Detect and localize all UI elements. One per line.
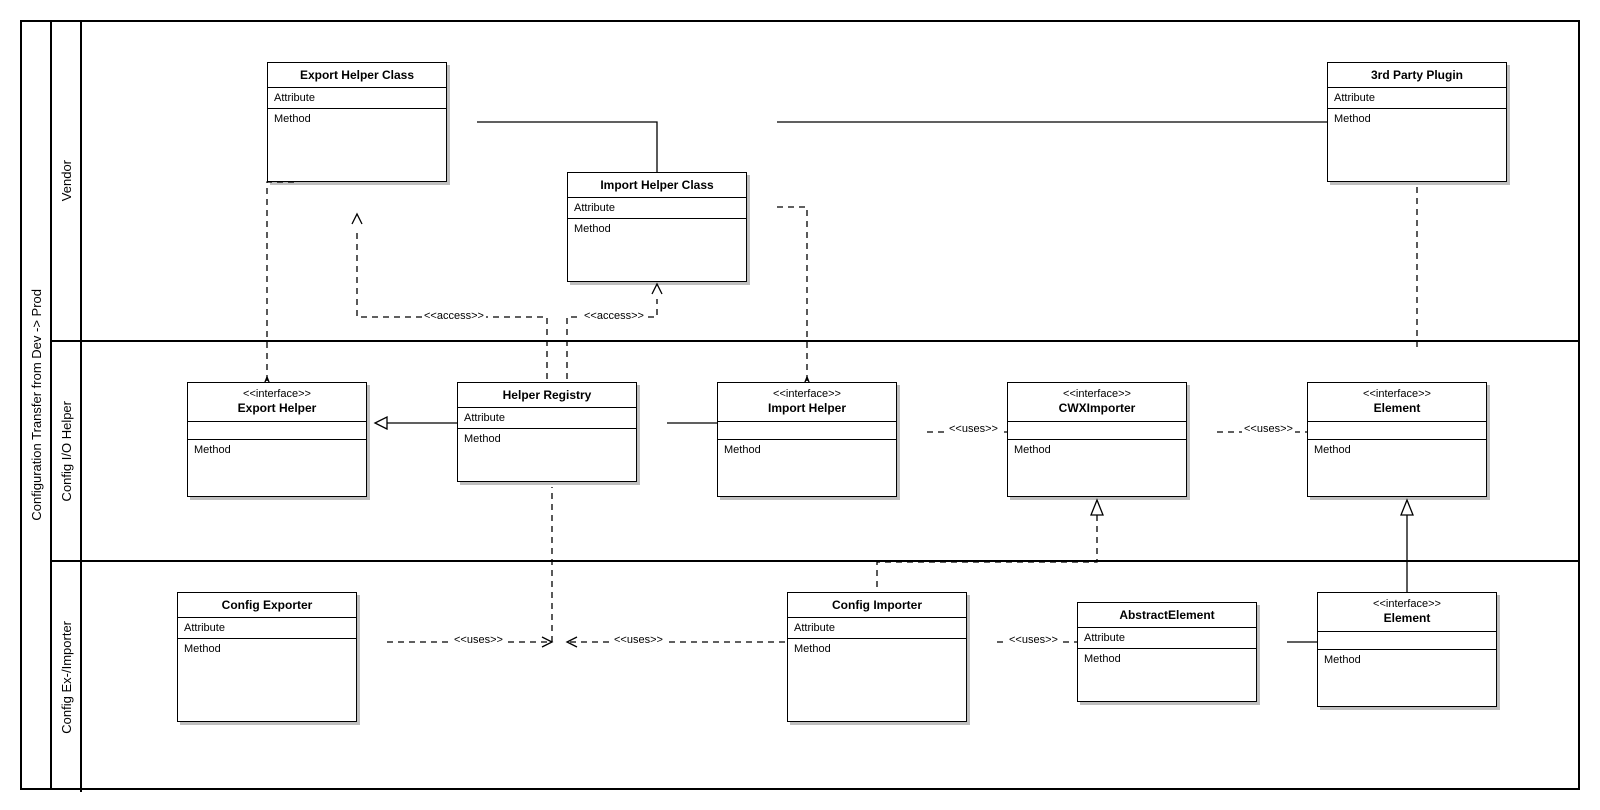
class-stereotype: <<interface>> (1014, 388, 1180, 401)
class-title: Config Exporter (178, 593, 356, 618)
lane-label-helper: Config I/O Helper (52, 342, 82, 560)
uml-diagram: Configuration Transfer from Dev -> Prod … (20, 20, 1580, 790)
edge-label: <<uses>> (452, 634, 505, 646)
class-method: Method (1078, 649, 1256, 677)
edge-label: <<uses>> (947, 423, 1000, 435)
class-title: Helper Registry (458, 383, 636, 408)
class-third_party_plugin: 3rd Party Plugin AttributeMethod (1327, 62, 1507, 182)
class-abstract_element: AbstractElement AttributeMethod (1077, 602, 1257, 702)
class-stereotype: <<interface>> (1324, 598, 1490, 611)
class-name: 3rd Party Plugin (1334, 68, 1500, 82)
class-attribute: Attribute (268, 88, 446, 109)
class-attribute: Attribute (1328, 88, 1506, 109)
class-attribute: Attribute (1078, 628, 1256, 649)
class-method: Method (1328, 109, 1506, 137)
class-title: <<interface>>CWXImporter (1008, 383, 1186, 422)
class-name: Element (1324, 611, 1490, 625)
class-attribute (188, 422, 366, 440)
class-title: <<interface>>Export Helper (188, 383, 366, 422)
diagram-title: Configuration Transfer from Dev -> Prod (29, 289, 44, 521)
class-method: Method (458, 429, 636, 457)
class-method: Method (1008, 440, 1186, 468)
edge-label: <<uses>> (612, 634, 665, 646)
class-import_helper: <<interface>>Import Helper Method (717, 382, 897, 497)
class-attribute (718, 422, 896, 440)
class-title: AbstractElement (1078, 603, 1256, 628)
class-name: AbstractElement (1084, 608, 1250, 622)
class-name: CWXImporter (1014, 401, 1180, 415)
class-attribute (1008, 422, 1186, 440)
class-config_importer: Config Importer AttributeMethod (787, 592, 967, 722)
lane-label-importer: Config Ex-/Importer (52, 562, 82, 792)
class-attribute: Attribute (178, 618, 356, 639)
class-stereotype: <<interface>> (194, 388, 360, 401)
lane-label-vendor: Vendor (52, 22, 82, 340)
class-title: Import Helper Class (568, 173, 746, 198)
class-name: Export Helper (194, 401, 360, 415)
class-title: <<interface>>Import Helper (718, 383, 896, 422)
edge-label: <<uses>> (1007, 634, 1060, 646)
class-name: Import Helper (724, 401, 890, 415)
class-name: Config Importer (794, 598, 960, 612)
class-attribute: Attribute (568, 198, 746, 219)
class-stereotype: <<interface>> (724, 388, 890, 401)
class-export_helper: <<interface>>Export Helper Method (187, 382, 367, 497)
diagram-title-band: Configuration Transfer from Dev -> Prod (22, 22, 52, 788)
class-title: Export Helper Class (268, 63, 446, 88)
class-method: Method (268, 109, 446, 137)
class-name: Export Helper Class (274, 68, 440, 82)
class-attribute: Attribute (788, 618, 966, 639)
class-method: Method (178, 639, 356, 667)
class-stereotype: <<interface>> (1314, 388, 1480, 401)
class-name: Helper Registry (464, 388, 630, 402)
lane-label-text: Config I/O Helper (59, 401, 74, 501)
class-cwx_importer: <<interface>>CWXImporter Method (1007, 382, 1187, 497)
class-name: Config Exporter (184, 598, 350, 612)
edge-label: <<access>> (422, 310, 486, 322)
class-title: <<interface>>Element (1318, 593, 1496, 632)
edge-label: <<uses>> (1242, 423, 1295, 435)
class-attribute (1308, 422, 1486, 440)
class-method: Method (1308, 440, 1486, 468)
class-method: Method (188, 440, 366, 468)
class-import_helper_class: Import Helper Class AttributeMethod (567, 172, 747, 282)
class-title: <<interface>>Element (1308, 383, 1486, 422)
class-helper_registry: Helper Registry AttributeMethod (457, 382, 637, 482)
class-name: Element (1314, 401, 1480, 415)
class-method: Method (568, 219, 746, 247)
lane-label-text: Config Ex-/Importer (59, 621, 74, 734)
class-title: Config Importer (788, 593, 966, 618)
class-export_helper_class: Export Helper Class AttributeMethod (267, 62, 447, 182)
class-attribute (1318, 632, 1496, 650)
class-config_exporter: Config Exporter AttributeMethod (177, 592, 357, 722)
class-element_iface_top: <<interface>>Element Method (1307, 382, 1487, 497)
class-title: 3rd Party Plugin (1328, 63, 1506, 88)
class-name: Import Helper Class (574, 178, 740, 192)
class-method: Method (718, 440, 896, 468)
class-method: Method (788, 639, 966, 667)
edge-label: <<access>> (582, 310, 646, 322)
class-element_iface_bot: <<interface>>Element Method (1317, 592, 1497, 707)
class-attribute: Attribute (458, 408, 636, 429)
class-method: Method (1318, 650, 1496, 678)
lane-label-text: Vendor (59, 160, 74, 201)
